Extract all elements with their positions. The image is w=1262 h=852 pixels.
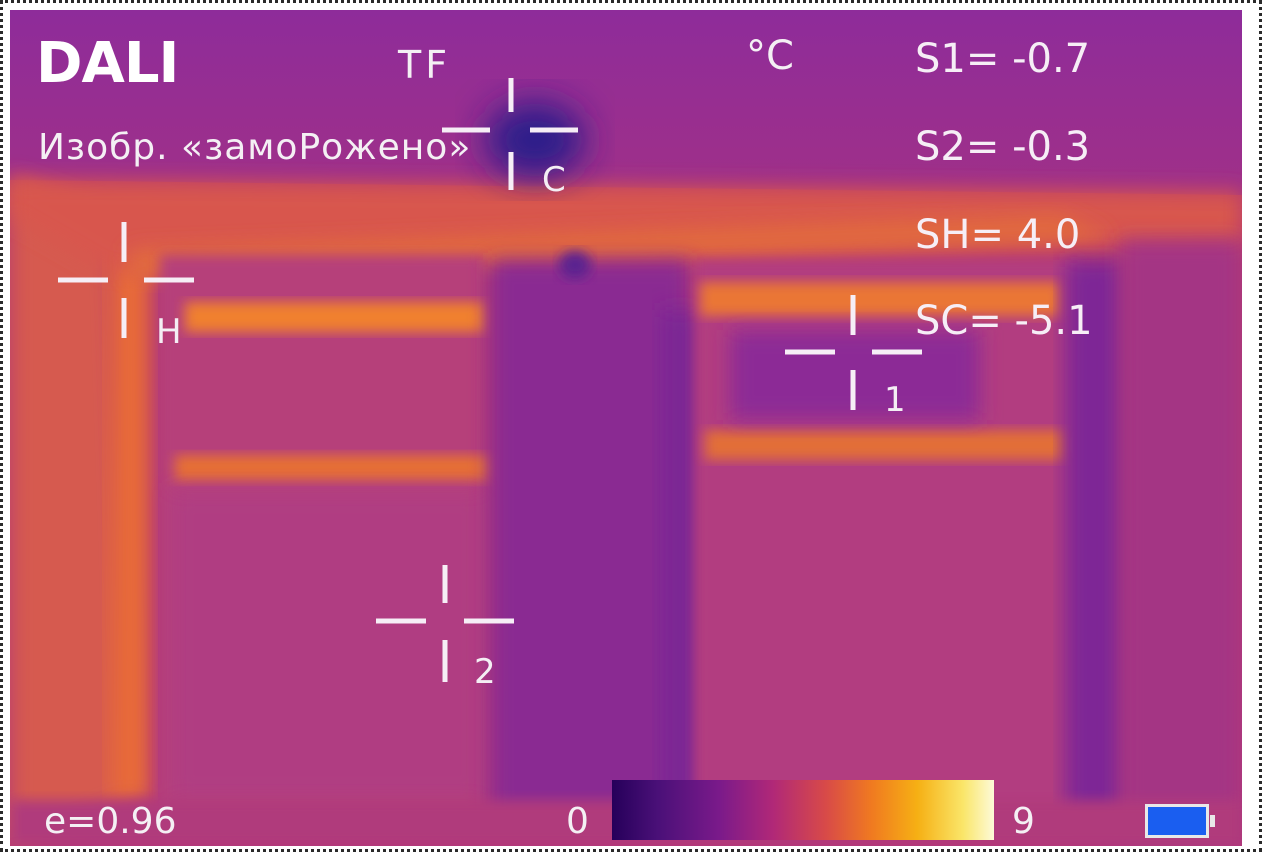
crosshair-icon-c	[442, 78, 578, 190]
emissivity-value: e=0.96	[44, 801, 177, 842]
temperature-unit: °C	[746, 33, 794, 79]
mode-indicator: TF	[398, 43, 452, 87]
cursor-label-spot2: 2	[474, 652, 496, 692]
readout-s2: S2= -0.3	[915, 124, 1091, 170]
crosshair-icon-h	[58, 222, 194, 338]
readout-sc: SC= -5.1	[915, 298, 1093, 344]
battery-icon	[1145, 804, 1215, 838]
thermal-image	[10, 10, 1242, 846]
temperature-color-scale	[612, 780, 994, 840]
readout-sh: SH= 4.0	[915, 212, 1081, 258]
crosshair-icon-1	[785, 295, 922, 410]
crosshair-overlay	[58, 78, 922, 682]
cursor-label-spot1: 1	[884, 380, 906, 420]
crosshair-icon-2	[376, 565, 514, 682]
thermal-viewfinder: H C 1 2 DALI TF °C Изобр. «замоРожено» S…	[10, 10, 1242, 846]
freeze-status: Изобр. «замоРожено»	[38, 127, 472, 168]
cursor-label-cold: C	[542, 160, 566, 200]
scale-min-label: 0	[566, 801, 589, 842]
scale-max-label: 9	[1012, 801, 1035, 842]
readout-s1: S1= -0.7	[915, 36, 1091, 82]
cursor-label-hot: H	[156, 312, 182, 352]
brand-logo: DALI	[36, 31, 179, 96]
